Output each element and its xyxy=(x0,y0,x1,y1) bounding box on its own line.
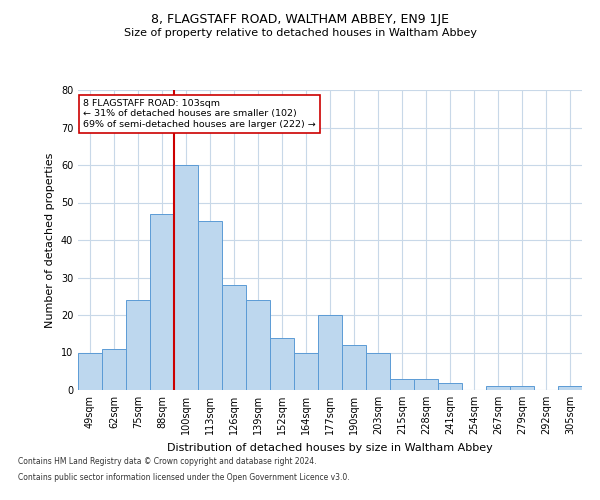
Bar xyxy=(318,315,342,390)
Bar xyxy=(102,349,126,390)
Bar xyxy=(438,382,462,390)
Bar xyxy=(150,214,174,390)
Text: Contains HM Land Registry data © Crown copyright and database right 2024.: Contains HM Land Registry data © Crown c… xyxy=(18,458,317,466)
Bar xyxy=(414,379,438,390)
Bar xyxy=(342,345,366,390)
Bar xyxy=(222,285,246,390)
Text: Contains public sector information licensed under the Open Government Licence v3: Contains public sector information licen… xyxy=(18,472,350,482)
Bar xyxy=(486,386,510,390)
Bar xyxy=(246,300,270,390)
Bar xyxy=(510,386,534,390)
Y-axis label: Number of detached properties: Number of detached properties xyxy=(45,152,55,328)
Bar xyxy=(270,338,294,390)
Bar xyxy=(198,221,222,390)
Bar xyxy=(126,300,150,390)
Bar xyxy=(390,379,414,390)
Bar xyxy=(78,352,102,390)
Bar xyxy=(294,352,318,390)
Bar xyxy=(558,386,582,390)
X-axis label: Distribution of detached houses by size in Waltham Abbey: Distribution of detached houses by size … xyxy=(167,442,493,452)
Bar xyxy=(174,165,198,390)
Bar xyxy=(366,352,390,390)
Text: 8 FLAGSTAFF ROAD: 103sqm
← 31% of detached houses are smaller (102)
69% of semi-: 8 FLAGSTAFF ROAD: 103sqm ← 31% of detach… xyxy=(83,99,316,129)
Text: 8, FLAGSTAFF ROAD, WALTHAM ABBEY, EN9 1JE: 8, FLAGSTAFF ROAD, WALTHAM ABBEY, EN9 1J… xyxy=(151,12,449,26)
Text: Size of property relative to detached houses in Waltham Abbey: Size of property relative to detached ho… xyxy=(124,28,476,38)
